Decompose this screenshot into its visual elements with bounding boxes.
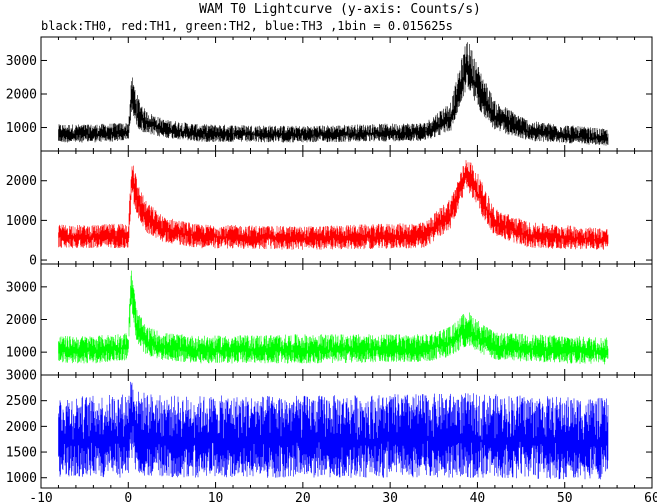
y-tick-label-TH3-1500: 1500: [6, 446, 37, 461]
y-tick-label-TH2-3000: 3000: [6, 280, 37, 295]
panel-TH0: 1000 2000 3000: [6, 42, 652, 146]
subtitle-part-5: TH2: [229, 19, 251, 33]
x-tick-label-20: 20: [295, 491, 311, 504]
y-tick-label-TH0-2000: 2000: [6, 88, 37, 103]
x-tick-label-10: 10: [208, 491, 224, 504]
y-tick-label-TH0-3000: 3000: [6, 54, 37, 69]
panels-group: 1000 2000 3000 0 1000 2000 1000 2000 3000 1000 150…: [6, 42, 652, 486]
x-axis: -10 0 10 20 30 40 50 60: [29, 491, 657, 504]
y-tick-label-TH1-0: 0: [29, 254, 37, 269]
panel-TH2: 1000 2000 3000: [6, 270, 652, 365]
subtitle-part-7: TH3: [301, 19, 323, 33]
subtitle-part-8: ,1bin = 0.015625s: [323, 19, 453, 33]
subtitle-part-0: black:: [41, 19, 84, 33]
x-tick-label--10: -10: [29, 491, 52, 504]
series-TH0: [58, 42, 609, 146]
y-tick-label-TH3-3000: 3000: [6, 369, 37, 384]
x-tick-label-40: 40: [470, 491, 486, 504]
frames-group: [40, 36, 653, 489]
chart-subtitle: black:TH0, red:TH1, green:TH2, blue:TH3 …: [41, 19, 453, 33]
series-TH1: [58, 160, 609, 250]
y-tick-label-TH1-2000: 2000: [6, 174, 37, 189]
panel-TH3: 1000 1500 2000 2500 3000: [6, 369, 652, 486]
x-tick-label-60: 60: [644, 491, 657, 504]
subtitle-part-2: , red:: [106, 19, 149, 33]
y-tick-label-TH2-1000: 1000: [6, 346, 37, 361]
x-tick-label-30: 30: [382, 491, 398, 504]
series-TH2: [58, 270, 609, 365]
y-tick-label-TH3-1000: 1000: [6, 471, 37, 486]
chart-title: WAM T0 Lightcurve (y-axis: Counts/s): [199, 2, 481, 17]
panel-TH1: 0 1000 2000: [6, 160, 652, 269]
y-tick-label-TH3-2000: 2000: [6, 420, 37, 435]
subtitle-part-4: , green:: [171, 19, 229, 33]
subtitle-part-1: TH0: [84, 19, 106, 33]
x-tick-label-0: 0: [124, 491, 132, 504]
subtitle-part-6: , blue:: [251, 19, 302, 33]
series-TH3: [58, 381, 609, 480]
subtitle-part-3: TH1: [149, 19, 171, 33]
y-tick-label-TH3-2500: 2500: [6, 394, 37, 409]
y-tick-label-TH1-1000: 1000: [6, 214, 37, 229]
x-tick-label-50: 50: [557, 491, 573, 504]
y-tick-label-TH0-1000: 1000: [6, 121, 37, 136]
y-tick-label-TH2-2000: 2000: [6, 313, 37, 328]
panel-frame-TH3: [40, 374, 653, 489]
